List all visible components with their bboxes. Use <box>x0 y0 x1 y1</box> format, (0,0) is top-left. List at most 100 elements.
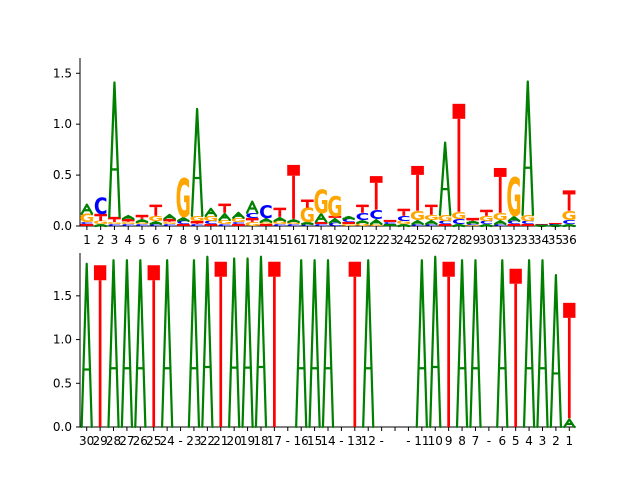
bottom-logo-panel: 0.00.51.01.530292827262524-2322212019181… <box>53 253 576 448</box>
x-tick-label: 9 <box>193 233 201 247</box>
x-tick-label: 1 <box>565 434 573 448</box>
x-tick-label: 13 <box>245 233 260 247</box>
svg-text:G: G <box>369 224 384 227</box>
logo-letter-C: C <box>121 224 135 227</box>
logo-letter-A <box>452 223 466 228</box>
x-tick-label: 34 <box>534 233 549 247</box>
x-tick-label: 32 <box>506 233 521 247</box>
logo-stack <box>93 265 107 427</box>
logo-letter-C: C <box>314 224 328 227</box>
logo-letter-C: C <box>535 224 549 225</box>
logo-letter-G: G <box>437 214 452 223</box>
logo-stack <box>522 259 536 429</box>
logo-stack: CG <box>561 190 577 228</box>
logo-stack: GC <box>465 217 480 226</box>
logo-letter-C: C <box>259 202 273 223</box>
svg-text:C: C <box>342 218 356 223</box>
svg-text:C: C <box>94 193 108 219</box>
logo-letter-A <box>259 217 273 224</box>
logo-letter-G: G <box>217 219 232 225</box>
logo-letter-C: C <box>218 224 232 227</box>
logo-letter-A <box>314 212 328 224</box>
logo-letter-G: G <box>93 220 108 225</box>
x-tick-label: 15 <box>272 233 287 247</box>
x-tick-label: 27 <box>437 233 452 247</box>
logo-stack: CG <box>231 211 246 226</box>
logo-stack <box>563 302 576 429</box>
x-tick-label: 16 <box>294 434 309 448</box>
logo-letter-A <box>328 217 342 225</box>
logo-letter-A <box>429 255 442 429</box>
logo-letter-C: C <box>424 224 438 227</box>
svg-text:C: C <box>466 223 480 226</box>
logo-letter-A <box>121 214 135 221</box>
x-tick-label: 3 <box>539 434 547 448</box>
logo-letter-G: G <box>272 220 287 225</box>
x-tick-label: 7 <box>472 434 480 448</box>
logo-letter-T <box>147 265 160 427</box>
x-tick-label: 36 <box>561 233 576 247</box>
logo-letter-A <box>507 215 521 223</box>
x-tick-label: 35 <box>548 233 563 247</box>
logo-stack: CG <box>313 185 328 227</box>
logo-stack: CG <box>520 80 535 226</box>
x-tick-label: 24 <box>159 434 174 448</box>
x-tick-label: - <box>339 434 343 448</box>
x-tick-label: 22 <box>200 434 215 448</box>
logo-letter-G: G <box>231 217 246 223</box>
x-tick-label: 15 <box>307 434 322 448</box>
svg-text:G: G <box>479 215 494 223</box>
logo-letter-G: G <box>369 224 384 227</box>
logo-letter-C: C <box>300 224 314 227</box>
x-tick-label: - <box>379 434 383 448</box>
x-tick-label: 29 <box>92 434 107 448</box>
y-tick-label: 0.5 <box>53 168 72 182</box>
logo-letter-G: G <box>286 222 301 225</box>
logo-stack: CG <box>506 168 521 229</box>
svg-text:G: G <box>300 205 315 228</box>
svg-text:G: G <box>437 214 452 223</box>
x-tick-label: 30 <box>79 434 94 448</box>
logo-stack: CG <box>272 207 287 227</box>
logo-letter-A <box>163 213 176 221</box>
y-tick-label: 0.5 <box>53 376 72 390</box>
x-tick-label: 18 <box>253 434 268 448</box>
x-tick-label: 12 <box>361 434 376 448</box>
logo-stack <box>509 268 522 427</box>
logo-letter-A <box>204 207 218 217</box>
logo-stack <box>321 259 335 429</box>
logo-letter-C: C <box>507 220 521 225</box>
logo-stack <box>268 261 281 427</box>
logo-letter-A <box>80 203 94 215</box>
logo-letter-G: G <box>424 214 439 222</box>
logo-letter-T <box>424 204 438 215</box>
svg-text:C: C <box>535 224 549 225</box>
svg-text:C: C <box>176 220 190 225</box>
x-tick-label: 11 <box>217 233 232 247</box>
svg-text:G: G <box>355 222 370 227</box>
logo-letter-A <box>108 81 121 218</box>
svg-text:G: G <box>176 169 191 230</box>
logo-letter-A <box>120 259 134 429</box>
x-tick-label: 4 <box>525 434 533 448</box>
y-tick-label: 1.5 <box>53 66 72 80</box>
svg-text:C: C <box>411 224 425 227</box>
logo-letter-T <box>93 265 107 427</box>
logo-letter-T <box>493 167 507 213</box>
logo-stack <box>308 259 321 429</box>
logo-letter-T <box>300 199 314 208</box>
logo-stack <box>469 259 482 429</box>
svg-text:G: G <box>148 215 163 223</box>
x-tick-label: 18 <box>313 233 328 247</box>
logo-letter-T <box>218 203 232 213</box>
logo-letter-G: G <box>258 222 273 225</box>
logo-letter-A <box>397 223 411 228</box>
logo-stack: GC <box>369 176 384 227</box>
logo-stack: CG <box>107 81 122 227</box>
logo-letter-G: G <box>189 215 204 223</box>
x-tick-label: - <box>286 434 290 448</box>
logo-letter-T <box>356 204 369 213</box>
logo-letter-C: C <box>383 222 397 225</box>
logo-letter-A <box>273 216 287 223</box>
logo-letter-A <box>521 80 535 216</box>
